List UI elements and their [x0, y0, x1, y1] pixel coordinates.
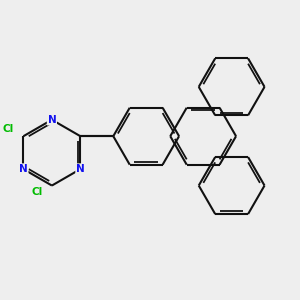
Text: N: N [76, 164, 85, 174]
Text: N: N [47, 115, 56, 125]
Text: Cl: Cl [32, 188, 43, 197]
Text: N: N [19, 164, 28, 174]
Text: Cl: Cl [3, 124, 14, 134]
